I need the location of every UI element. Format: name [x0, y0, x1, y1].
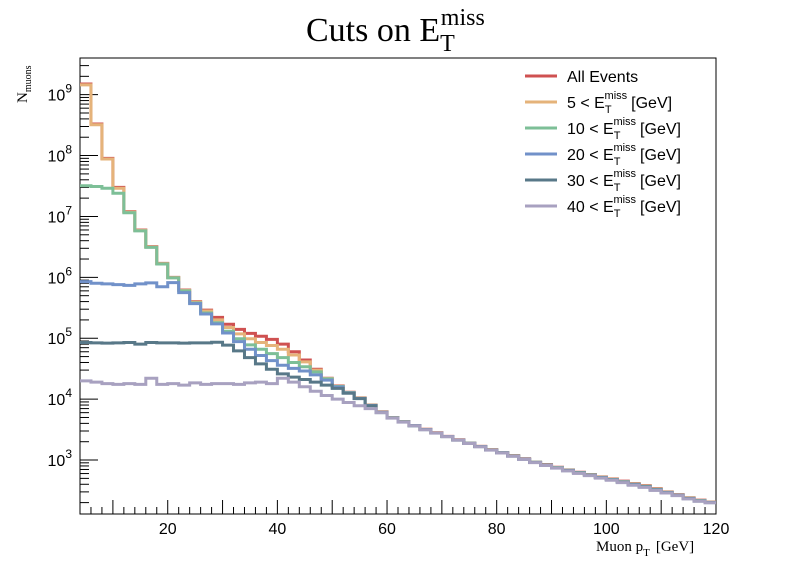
- legend-label-2: 10 < ETmiss [GeV]: [567, 116, 681, 142]
- y-tick-label: 106: [48, 264, 73, 287]
- series-line-3: [80, 280, 716, 504]
- legend: All Events 5 < ETmiss [GeV]10 < ETmiss [GeV…: [525, 69, 681, 220]
- x-axis-title-main: Muon p: [596, 539, 643, 555]
- legend-label-3: 20 < ETmiss [GeV]: [567, 142, 681, 168]
- y-tick-label: 104: [48, 386, 73, 409]
- x-tick-label: 80: [488, 521, 506, 538]
- series-line-5: [80, 376, 716, 505]
- x-axis-title-sub: T: [643, 547, 650, 559]
- x-tick-label: 40: [268, 521, 286, 538]
- x-tick-label: 100: [593, 521, 620, 538]
- x-axis-title: Muon pT [GeV]: [596, 539, 694, 559]
- chart-title-sub: T: [440, 31, 455, 57]
- x-tick-label: 120: [703, 521, 730, 538]
- x-tick-label: 20: [159, 521, 177, 538]
- series-layer: [80, 82, 716, 505]
- chart-title-main: Cuts on E: [306, 12, 440, 49]
- legend-label-0: All Events: [567, 69, 638, 86]
- chart-title: Cuts on ETmiss: [306, 5, 485, 57]
- x-axis-title-unit: [GeV]: [656, 539, 694, 555]
- y-axis-title: Nmuons: [15, 65, 34, 103]
- chart-title-sup: miss: [441, 5, 485, 31]
- y-tick-label: 107: [48, 203, 73, 226]
- tick-labels: 20 40 60 80 100 120 103 104 105 106 107 108 109: [48, 82, 730, 538]
- x-tick-label: 60: [378, 521, 396, 538]
- y-axis-title-sub: muons: [23, 65, 34, 92]
- legend-label-5: 40 < ETmiss [GeV]: [567, 194, 681, 220]
- y-tick-label: 105: [48, 325, 73, 348]
- y-tick-label: 109: [48, 82, 73, 105]
- y-tick-label: 108: [48, 143, 73, 166]
- legend-label-1: 5 < ETmiss [GeV]: [567, 90, 672, 116]
- legend-label-4: 30 < ETmiss [GeV]: [567, 168, 681, 194]
- y-axis-title-main: N: [15, 92, 31, 103]
- y-tick-label: 103: [48, 447, 73, 470]
